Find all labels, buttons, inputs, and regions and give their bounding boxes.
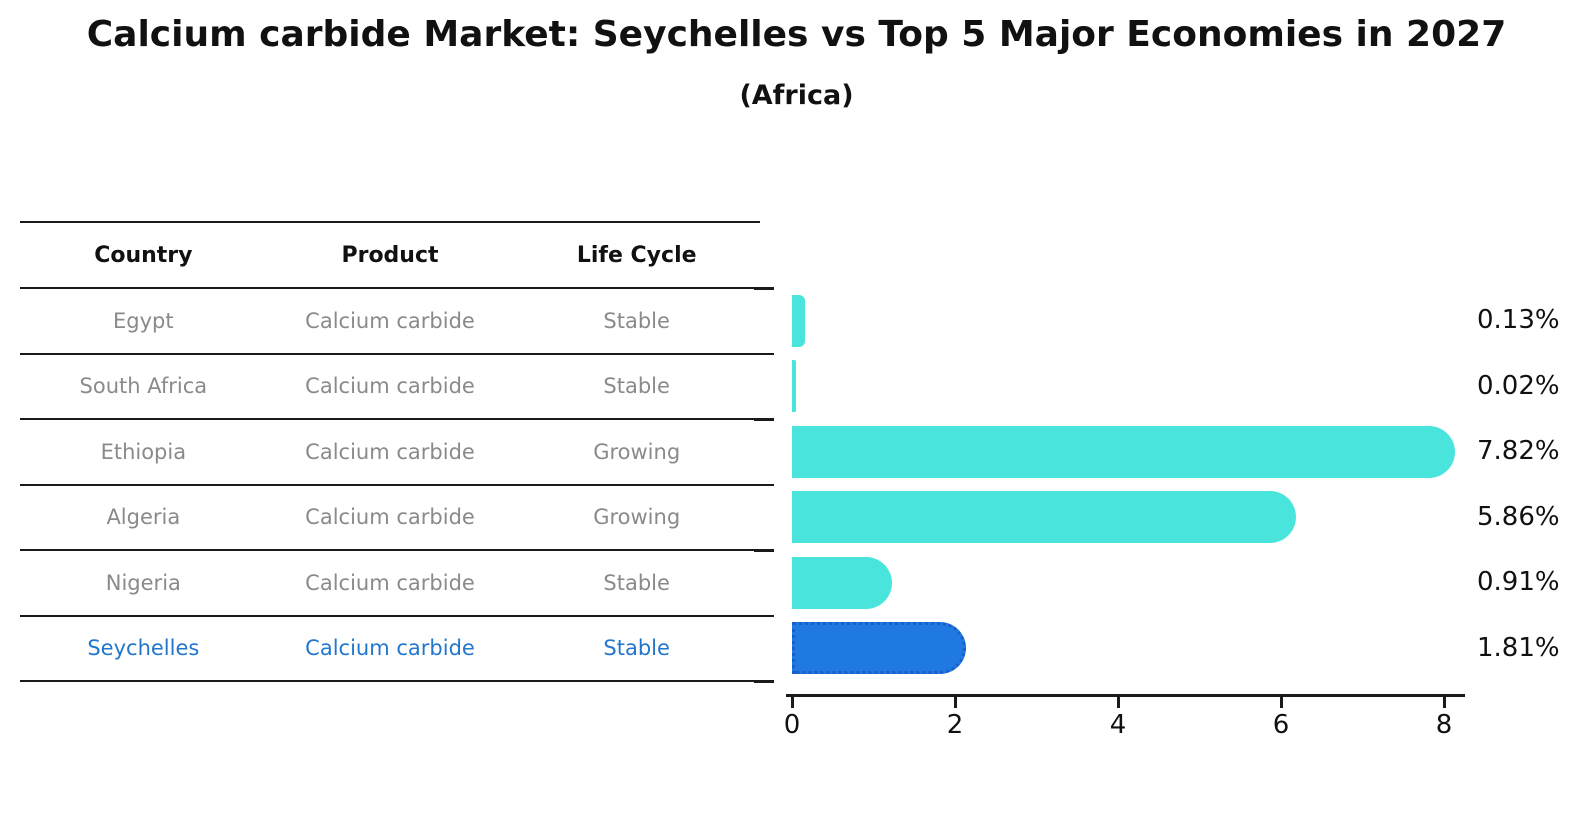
- table-row: South Africa Calcium carbide Stable: [20, 354, 760, 420]
- table-row: Algeria Calcium carbide Growing: [20, 485, 760, 551]
- bar-value-label: 0.02%: [1477, 370, 1560, 401]
- bar-value-label: 1.81%: [1477, 632, 1560, 663]
- cell-product: Calcium carbide: [305, 439, 475, 464]
- chart-subtitle: (Africa): [739, 80, 854, 111]
- x-axis-tick: [1442, 697, 1446, 708]
- table-row: Ethiopia Calcium carbide Growing: [20, 419, 760, 485]
- bar-value-label: 5.86%: [1477, 501, 1560, 532]
- x-axis-tick: [953, 697, 957, 708]
- cell-life-cycle: Stable: [603, 308, 670, 333]
- y-axis-tick: [754, 287, 774, 290]
- cell-life-cycle: Stable: [603, 374, 670, 399]
- bar-ethiopia: [792, 425, 1456, 478]
- x-axis-tick: [1116, 697, 1120, 708]
- bar-egypt: [792, 294, 805, 347]
- table-header-country: Country: [94, 242, 193, 268]
- cell-life-cycle: Growing: [593, 439, 681, 464]
- table-row-rule: [20, 418, 760, 420]
- table-row: Seychelles Calcium carbide Stable: [20, 616, 760, 682]
- x-axis-tick-label: 4: [1109, 710, 1127, 740]
- cell-product: Calcium carbide: [305, 374, 475, 399]
- table-header-product: Product: [341, 242, 439, 268]
- cell-product: Calcium carbide: [305, 505, 475, 530]
- cell-country: Ethiopia: [100, 439, 187, 464]
- bar-value-label: 7.82%: [1477, 436, 1560, 467]
- cell-country: Egypt: [113, 308, 174, 333]
- cell-country: South Africa: [79, 374, 208, 399]
- x-axis-tick-label: 0: [783, 710, 801, 740]
- x-axis-tick: [790, 697, 794, 708]
- table-header-life-cycle: Life Cycle: [576, 242, 697, 268]
- bar-seychelles: [792, 622, 966, 675]
- table-header-row: Country Product Life Cycle: [20, 222, 760, 288]
- x-axis-line: [786, 694, 1465, 697]
- table-row-rule: [20, 549, 760, 551]
- cell-product: Calcium carbide: [305, 308, 475, 333]
- bar-nigeria: [792, 556, 893, 609]
- table-row-rule: [20, 680, 760, 682]
- x-axis-tick-label: 8: [1435, 710, 1453, 740]
- table-row: Nigeria Calcium carbide Stable: [20, 550, 760, 616]
- bar-value-label: 0.91%: [1477, 567, 1560, 598]
- y-axis-tick: [754, 418, 774, 421]
- y-axis-tick: [754, 614, 774, 617]
- cell-life-cycle: Stable: [603, 570, 670, 595]
- cell-country: Nigeria: [105, 570, 181, 595]
- bar-algeria: [792, 491, 1296, 544]
- y-axis-tick: [754, 352, 774, 355]
- bar-south-africa: [792, 360, 796, 413]
- table-row-rule: [20, 287, 760, 289]
- cell-product: Calcium carbide: [305, 570, 475, 595]
- x-axis-tick: [1279, 697, 1283, 708]
- cell-country: Seychelles: [87, 636, 200, 661]
- chart-title: Calcium carbide Market: Seychelles vs To…: [86, 14, 1507, 55]
- cell-country: Algeria: [106, 505, 181, 530]
- cell-life-cycle: Growing: [593, 505, 681, 530]
- y-axis-tick: [754, 680, 774, 683]
- bar-value-label: 0.13%: [1477, 305, 1560, 336]
- x-axis-tick-label: 2: [946, 710, 964, 740]
- x-axis-tick-label: 6: [1272, 710, 1290, 740]
- table-row: Egypt Calcium carbide Stable: [20, 288, 760, 354]
- table-row-rule: [20, 483, 760, 486]
- y-axis-tick: [754, 549, 774, 552]
- table-row-rule: [20, 352, 760, 355]
- y-axis-tick: [754, 483, 774, 486]
- cell-life-cycle: Stable: [603, 636, 670, 661]
- cell-product: Calcium carbide: [305, 636, 475, 661]
- table-row-rule: [20, 614, 760, 617]
- table-top-rule: [20, 221, 760, 223]
